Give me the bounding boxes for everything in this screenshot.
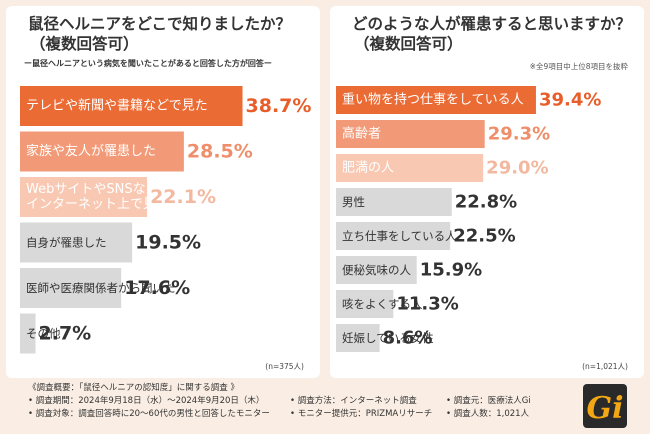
bar-1	[336, 86, 536, 114]
bar-5	[20, 268, 122, 308]
category-label-3: WebサイトやSNSなど	[26, 182, 159, 197]
survey-target: • 調査対象：調査回答時に20〜60代の男性と回答したモニター	[28, 409, 270, 419]
value-label-6: 2.7%	[39, 323, 92, 345]
value-label-2: 28.5%	[187, 141, 253, 163]
value-label-1: 38.7%	[246, 95, 312, 117]
bar-7	[336, 290, 394, 318]
left-chart-title: 鼠径ヘルニアをどこで知りましたか？ （複数回答可）	[28, 15, 292, 53]
bar-1	[20, 86, 243, 126]
right-chart-note: ※全9項目中上位8項目を抜粋	[529, 62, 628, 71]
category-label-3: インターネット上で見た	[26, 197, 169, 212]
survey-client: • 調査元：医療法人Gi	[446, 396, 531, 406]
category-label-3: 肥満の人	[342, 161, 394, 176]
category-label-2: 家族や友人が罹患した	[26, 143, 156, 159]
category-label-4: 自身が罹患した	[26, 236, 107, 250]
bar-4	[20, 222, 133, 263]
survey-overview: 《調査概要：「鼠径ヘルニアの認知度」に関する調査 》 • 調査期間：2024年9…	[28, 382, 588, 421]
bar-4	[336, 188, 452, 216]
survey-period: • 調査期間：2024年9月18日（水）〜2024年9月20日（木）	[28, 396, 265, 406]
category-label-1: 重い物を持つ仕事をしている人	[342, 92, 524, 108]
bar-2	[336, 120, 485, 148]
value-label-8: 8.6%	[383, 328, 433, 349]
gi-logo-icon: Gi	[583, 384, 627, 428]
survey-heading: 《調査概要：「鼠径ヘルニアの認知度」に関する調査 》	[28, 383, 239, 393]
left-sample-size: (n=375人)	[265, 362, 304, 371]
survey-method: • 調査方法：インターネット調査	[290, 396, 417, 406]
bar-6	[336, 256, 417, 284]
value-label-2: 29.3%	[488, 124, 550, 145]
bar-3	[20, 177, 148, 217]
value-label-4: 22.8%	[455, 192, 517, 213]
bar-3	[336, 154, 484, 182]
category-label-2: 高齢者	[342, 126, 381, 142]
left-chart-subtitle: ー鼠径ヘルニアという病気を聞いたことがあると回答した方が回答ー	[24, 59, 272, 68]
category-label-5: 医師や医療関係者から聞いた	[26, 281, 176, 295]
bar-6	[20, 313, 36, 354]
bar-2	[20, 131, 184, 172]
category-label-4: 男性	[342, 195, 365, 209]
value-label-3: 29.0%	[486, 158, 548, 179]
value-label-6: 15.9%	[420, 260, 482, 281]
category-label-5: 立ち仕事をしている人	[342, 229, 457, 243]
bar-8	[336, 324, 380, 352]
value-label-5: 22.5%	[453, 226, 515, 247]
category-label-7: 咳をよくする人	[342, 297, 423, 311]
right-sample-size: (n=1,021人)	[582, 362, 628, 371]
value-label-4: 19.5%	[135, 232, 201, 254]
value-label-5: 17.6%	[124, 277, 190, 299]
bar-5	[336, 222, 451, 250]
survey-provider: • モニター提供元：PRIZMAリサーチ	[290, 409, 433, 419]
right-chart-title: どのような人が罹患すると思いますか？ （複数回答可）	[352, 15, 632, 53]
category-label-1: テレビや新聞や書籍などで見た	[26, 98, 208, 114]
right-chart-card: どのような人が罹患すると思いますか？ （複数回答可） ※全9項目中上位8項目を抜…	[330, 6, 644, 378]
value-label-7: 11.3%	[396, 294, 458, 315]
right-bar-chart: 重い物を持つ仕事をしている人 39.4% 高齢者 29.3% 肥満の人 29.0% 男性 22…	[336, 86, 601, 352]
category-label-8: 妊娠している女性	[342, 331, 434, 345]
category-label-6: 便秘気味の人	[342, 263, 411, 277]
svg-text:Gi: Gi	[586, 391, 623, 426]
survey-count: • 調査人数：1,021人	[446, 409, 530, 419]
category-label-6: その他	[26, 327, 61, 341]
value-label-3: 22.1%	[150, 186, 216, 208]
left-bar-chart: テレビや新聞や書籍などで見た 38.7% 家族や友人が罹患した 28.5% Webサイト…	[20, 86, 312, 354]
left-chart-card: 鼠径ヘルニアをどこで知りましたか？ （複数回答可） ー鼠径ヘルニアという病気を聞…	[6, 6, 320, 378]
value-label-1: 39.4%	[539, 90, 601, 111]
